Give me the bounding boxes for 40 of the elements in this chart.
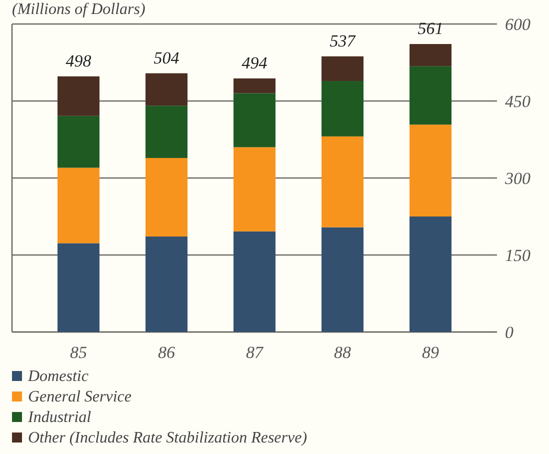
bar [234,147,276,232]
bar [322,136,364,228]
bar [410,216,452,332]
bar [146,236,188,332]
y-tick-label: 150 [505,246,531,265]
x-tick-label: 85 [70,343,87,362]
total-label: 498 [66,51,92,70]
bar [234,78,276,94]
x-tick-label: 88 [334,343,352,362]
bar [410,124,452,216]
legend-label: Other (Includes Rate Stabilization Reserve) [28,430,308,446]
bar [58,243,100,332]
y-tick-label: 600 [505,14,531,34]
legend-label: General Service [28,388,132,406]
bar [322,227,364,332]
legend-label: Industrial [27,409,92,426]
x-tick-label: 89 [422,343,440,362]
bar [234,231,276,332]
bar [322,56,364,81]
bar [58,168,100,244]
y-tick-label: 300 [504,168,531,188]
total-label: 504 [154,48,180,68]
total-label: 494 [242,53,268,72]
y-tick-label: 450 [505,92,531,111]
legend-label: Domestic [27,368,88,385]
bar [234,93,276,148]
x-tick-label: 86 [158,343,176,362]
total-label: 537 [330,31,357,50]
total-label: 561 [418,19,444,38]
bar [146,158,188,237]
bar [58,76,100,116]
bar [146,73,188,106]
bar [322,80,364,136]
y-axis-title: (Millions of Dollars) [12,1,146,18]
bar [410,44,452,66]
y-tick-label: 0 [505,322,514,342]
bar [58,116,100,168]
bar [410,66,452,125]
x-tick-label: 87 [246,343,264,362]
bar [146,106,188,158]
